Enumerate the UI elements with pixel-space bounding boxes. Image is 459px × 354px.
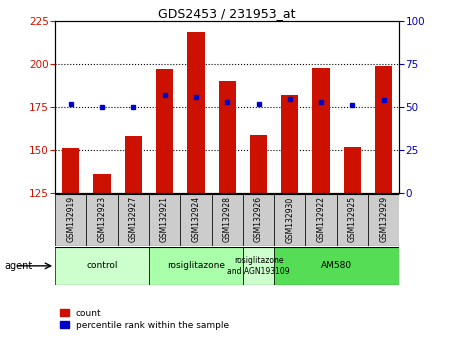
Bar <box>243 194 274 246</box>
Bar <box>86 194 118 246</box>
Text: rosiglitazone
and AGN193109: rosiglitazone and AGN193109 <box>227 256 290 275</box>
Bar <box>187 32 205 193</box>
Bar <box>118 194 149 246</box>
Bar <box>250 135 267 193</box>
Bar <box>180 194 212 246</box>
Bar <box>274 194 305 246</box>
Bar <box>305 194 337 246</box>
Bar <box>55 194 86 246</box>
Text: GSM132919: GSM132919 <box>66 196 75 242</box>
Text: agent: agent <box>5 261 33 271</box>
Text: GSM132930: GSM132930 <box>285 196 294 242</box>
Bar <box>149 247 243 285</box>
Bar <box>62 148 79 193</box>
Bar <box>218 81 236 193</box>
Bar <box>274 247 399 285</box>
Bar <box>55 247 149 285</box>
Text: GSM132926: GSM132926 <box>254 196 263 242</box>
Bar <box>156 69 173 193</box>
Bar <box>94 174 111 193</box>
Text: GSM132928: GSM132928 <box>223 196 232 242</box>
Text: rosiglitazone: rosiglitazone <box>167 261 225 270</box>
Bar <box>212 194 243 246</box>
Text: GSM132922: GSM132922 <box>317 196 325 242</box>
Bar <box>281 95 298 193</box>
Title: GDS2453 / 231953_at: GDS2453 / 231953_at <box>158 7 296 20</box>
Bar <box>243 247 274 285</box>
Bar <box>125 136 142 193</box>
Text: GSM132925: GSM132925 <box>348 196 357 242</box>
Bar <box>375 66 392 193</box>
Text: GSM132923: GSM132923 <box>97 196 106 242</box>
Text: GSM132924: GSM132924 <box>191 196 201 242</box>
Bar <box>368 194 399 246</box>
Text: GSM132921: GSM132921 <box>160 196 169 242</box>
Legend: count, percentile rank within the sample: count, percentile rank within the sample <box>60 309 229 330</box>
Text: control: control <box>86 261 118 270</box>
Bar <box>149 194 180 246</box>
Bar <box>337 194 368 246</box>
Text: GSM132927: GSM132927 <box>129 196 138 242</box>
Bar <box>344 147 361 193</box>
Text: GSM132929: GSM132929 <box>379 196 388 242</box>
Bar <box>313 68 330 193</box>
Text: AM580: AM580 <box>321 261 353 270</box>
